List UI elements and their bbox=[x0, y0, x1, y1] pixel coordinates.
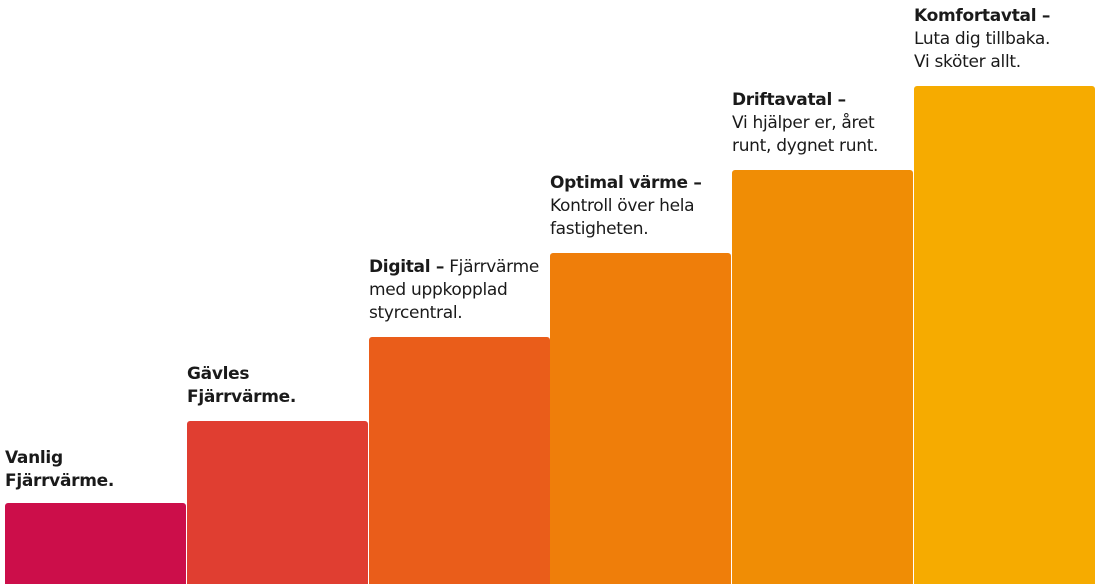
step-title: Gävles Fjärrvärme. bbox=[187, 364, 297, 407]
step-label: Digital – Fjärrvärme med uppkopplad styr… bbox=[369, 256, 547, 325]
step-text: Fjärrvärme med uppkopplad styrcentral. bbox=[369, 257, 539, 323]
step-bar bbox=[550, 253, 731, 584]
step-text: Vi hjälper er, året runt, dygnet runt. bbox=[732, 113, 879, 156]
step-text: Kontroll över hela fastigheten. bbox=[550, 196, 695, 239]
step-bar bbox=[914, 86, 1095, 584]
step-bar bbox=[5, 503, 186, 584]
step-title: Digital – bbox=[369, 257, 445, 277]
step-text: Luta dig tillbaka. Vi sköter allt. bbox=[914, 29, 1051, 72]
step-title: Vanlig Fjärrvärme. bbox=[5, 448, 115, 491]
step-label: Optimal värme – Kontroll över hela fasti… bbox=[550, 172, 710, 241]
step-title: Driftavatal – bbox=[732, 90, 846, 110]
step-label: Vanlig Fjärrvärme. bbox=[5, 447, 125, 493]
step-label: Gävles Fjärrvärme. bbox=[187, 363, 307, 409]
step-bar bbox=[187, 421, 368, 584]
step-label: Driftavatal – Vi hjälper er, året runt, … bbox=[732, 89, 897, 158]
step-label: Komfortavtal – Luta dig tillbaka. Vi skö… bbox=[914, 5, 1064, 74]
step-title: Komfortavtal – bbox=[914, 6, 1051, 26]
step-bar bbox=[732, 170, 913, 584]
step-title: Optimal värme – bbox=[550, 173, 702, 193]
step-bar bbox=[369, 337, 550, 584]
